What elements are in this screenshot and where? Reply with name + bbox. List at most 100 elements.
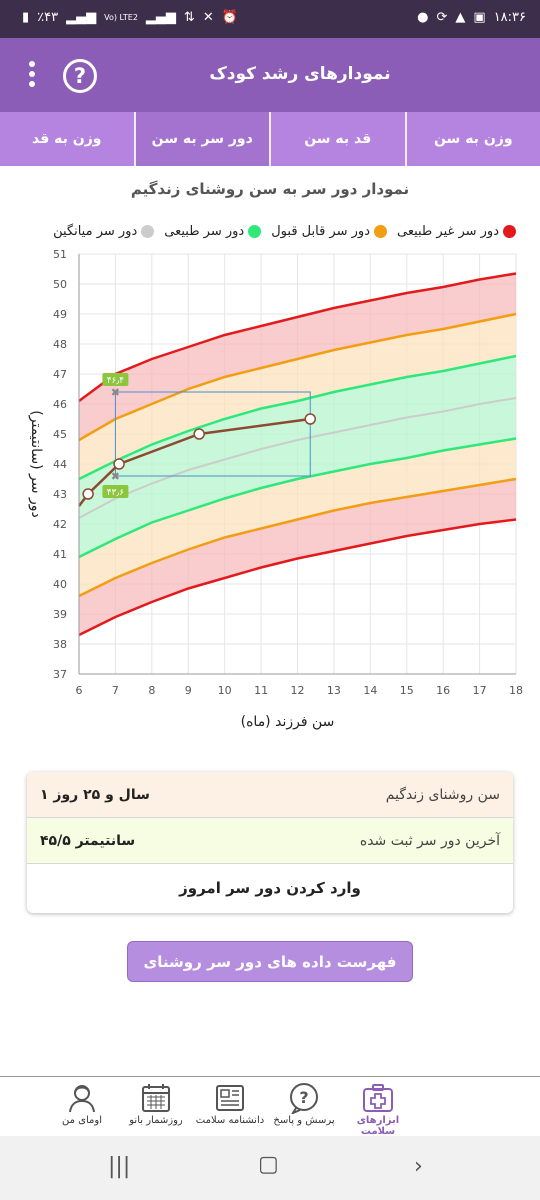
legend-label-mean: دور سر میانگین	[53, 224, 138, 239]
medical-kit-icon	[363, 1084, 393, 1112]
nav-label: روزشمار بانو	[129, 1115, 183, 1126]
x-tick-label: 15	[400, 684, 414, 697]
signal-icon: ▂▄▆	[66, 10, 97, 25]
y-tick-label: 46	[53, 398, 67, 411]
notification-dot-icon: ●	[417, 10, 429, 25]
y-tick-label: 40	[53, 578, 67, 591]
nav-label: پرسش و پاسخ	[273, 1115, 335, 1126]
warning-icon: ▲	[455, 10, 466, 25]
newspaper-icon	[216, 1085, 244, 1111]
series-line-normal-low	[78, 437, 517, 559]
band-area	[79, 438, 516, 596]
series-line-abnormal-low	[78, 518, 517, 637]
mute-icon: ✕	[202, 10, 214, 25]
last-measurement-row: ۴۵/۵ سانتیمتر آخرین دور سر ثبت شده	[27, 818, 513, 864]
legend-item-normal[interactable]: دور سر طبیعی	[164, 224, 262, 239]
highlight-box	[114, 391, 311, 477]
y-tick-label: 50	[53, 278, 67, 291]
nav-questions[interactable]: ? پرسش و پاسخ	[267, 1077, 341, 1136]
age-row: ۱ سال و ۲۵ روز سن روشنای زندگیم	[27, 772, 513, 818]
data-list-button[interactable]: فهرست داده های دور سر روشنای زندگیم	[127, 941, 413, 1011]
battery-level: ٪۴۳	[37, 10, 59, 25]
more-options-icon[interactable]	[22, 58, 42, 92]
system-nav-bar: ||| ▢ ›	[0, 1136, 540, 1200]
y-tick-label: 42	[53, 518, 67, 531]
measurement-point	[193, 428, 205, 440]
y-axis-label: دور سر (سانتیمتر)	[28, 410, 44, 517]
y-tick-label: 51	[53, 248, 67, 261]
battery-icon: ▮	[22, 10, 30, 25]
annotation-badge	[102, 485, 129, 498]
tab-head-circumference[interactable]: دور سر به سن	[133, 112, 269, 166]
info-card: ۱ سال و ۲۵ روز سن روشنای زندگیم ۴۵/۵ سان…	[27, 772, 513, 913]
measurement-point	[113, 458, 125, 470]
profile-icon	[69, 1085, 95, 1113]
gallery-icon: ▣	[473, 10, 486, 25]
back-icon[interactable]: ›	[414, 1154, 423, 1179]
legend-label-abnormal: دور سر غیر طبیعی	[396, 224, 499, 239]
band-area	[79, 314, 516, 479]
home-icon[interactable]: ▢	[258, 1152, 279, 1177]
annotation-badge	[102, 373, 129, 386]
chart-tabs: وزن به سن قد به سن دور سر به سن وزن به ق…	[0, 112, 540, 166]
x-tick-label: 17	[473, 684, 487, 697]
y-tick-label: 47	[53, 368, 67, 381]
band-area	[79, 273, 516, 440]
x-tick-label: 18	[509, 684, 523, 697]
nav-profile[interactable]: اومای من	[45, 1077, 119, 1136]
question-bubble-icon: ?	[290, 1083, 318, 1114]
nav-calendar[interactable]: روزشمار بانو	[119, 1077, 193, 1136]
tab-weight-for-age[interactable]: وزن به سن	[404, 112, 540, 166]
legend-label-normal: دور سر طبیعی	[164, 224, 245, 239]
last-measurement-label: آخرین دور سر ثبت شده	[359, 832, 500, 849]
status-bar: ▮ ٪۴۳ ▂▄▆ Vo) LTE2 ▂▄▆ ⇅ ✕ ⏰ ● ⟳ ▲ ▣ ۱۸:…	[0, 0, 540, 38]
help-button[interactable]: ?	[63, 59, 97, 93]
x-tick-label: 7	[112, 684, 119, 697]
add-today-measurement-button[interactable]: وارد کردن دور سر امروز	[179, 879, 361, 897]
network-type: Vo) LTE2	[104, 13, 138, 22]
y-tick-label: 44	[53, 458, 67, 471]
annotation-label: ۴۶٫۴	[107, 376, 125, 386]
tab-height-for-age[interactable]: قد به سن	[269, 112, 405, 166]
x-tick-label: 14	[363, 684, 377, 697]
measurement-point	[82, 488, 94, 500]
annotation-label: ۴۳٫۶	[107, 488, 125, 498]
series-line-mean	[78, 397, 517, 519]
x-tick-label: 6	[76, 684, 83, 697]
legend-item-acceptable[interactable]: دور سر قابل قبول	[271, 224, 387, 239]
y-tick-label: 49	[53, 308, 67, 321]
legend-dot-abnormal	[503, 225, 516, 238]
x-axis-label: سن فرزند (ماه)	[241, 714, 335, 730]
legend-dot-normal	[248, 225, 262, 238]
x-tick-label: 13	[327, 684, 341, 697]
tab-weight-for-height[interactable]: وزن به قد	[32, 131, 102, 147]
legend-item-mean[interactable]: دور سر میانگین	[53, 224, 155, 239]
x-tick-label: 11	[254, 684, 268, 697]
bottom-nav: ابزارهای سلامت ? پرسش و پاسخ دانشنامه سل…	[0, 1076, 540, 1137]
nav-label: اومای من	[62, 1115, 102, 1126]
y-tick-label: 37	[53, 668, 67, 681]
series-line-normal-high	[78, 354, 517, 481]
app-bar: ? نمودارهای رشد کودک	[0, 38, 540, 112]
y-tick-label: 43	[53, 488, 67, 501]
data-arrows-icon: ⇅	[183, 10, 195, 25]
growth-chart[interactable]: ✖۴۶٫۴✖۴۳٫۶6 7 8 9 10 11 12 13 14 15 16 17 1837383940…	[0, 244, 540, 744]
legend-dot-acceptable	[373, 225, 387, 238]
x-tick-label: 10	[218, 684, 232, 697]
series-line-abnormal-high	[78, 272, 517, 403]
annotation-marker: ✖	[111, 386, 120, 399]
age-label: سن روشنای زندگیم	[385, 786, 500, 803]
nav-health-tools[interactable]: ابزارهای سلامت	[341, 1077, 415, 1137]
sync-icon: ⟳	[436, 10, 448, 25]
recent-apps-icon[interactable]: |||	[108, 1154, 131, 1179]
y-tick-label: 41	[53, 548, 67, 561]
x-tick-label: 8	[148, 684, 155, 697]
x-tick-label: 16	[436, 684, 450, 697]
y-tick-label: 48	[53, 338, 67, 351]
band-area	[79, 479, 516, 635]
measurement-point	[304, 413, 316, 425]
nav-encyclopedia[interactable]: دانشنامه سلامت	[193, 1077, 267, 1136]
chart-legend: دور سر غیر طبیعی دور سر قابل قبول دور سر…	[53, 224, 516, 239]
page-title: نمودارهای رشد کودک	[209, 64, 391, 84]
legend-item-abnormal[interactable]: دور سر غیر طبیعی	[397, 224, 516, 239]
